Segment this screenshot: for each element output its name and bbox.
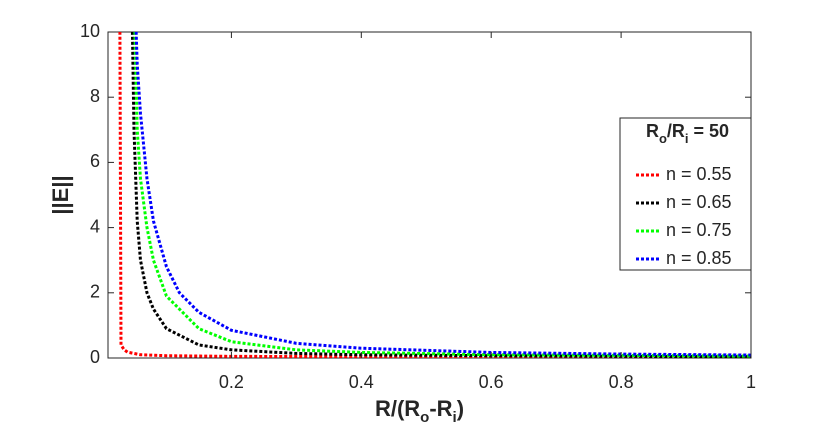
x-tick-label: 0.6 xyxy=(479,372,504,392)
y-tick-label: 10 xyxy=(80,21,100,41)
legend-label: n = 0.55 xyxy=(666,164,732,184)
y-tick-label: 0 xyxy=(90,347,100,367)
x-tick-label: 0.4 xyxy=(349,372,374,392)
x-axis-label-part: ) xyxy=(457,396,464,421)
legend-title-part: o xyxy=(659,131,667,146)
legend-box xyxy=(619,117,752,271)
legend-title-part: i xyxy=(685,131,689,146)
x-axis-label-part: o xyxy=(420,409,429,426)
series-line xyxy=(133,32,751,358)
legend-title-part: R xyxy=(646,121,659,141)
y-tick-label: 2 xyxy=(90,282,100,302)
x-tick-label: 1 xyxy=(746,372,756,392)
y-tick-label: 4 xyxy=(90,216,100,236)
series-line xyxy=(134,32,751,357)
x-tick-label: 0.8 xyxy=(609,372,634,392)
x-axis-label-part: R/(R xyxy=(375,396,420,421)
legend-label: n = 0.85 xyxy=(666,248,732,268)
legend-label: n = 0.65 xyxy=(666,192,732,212)
x-axis-label: R/(Ro-Ri) xyxy=(375,396,464,427)
legend-title-part: /R xyxy=(667,121,685,141)
y-tick-label: 8 xyxy=(90,86,100,106)
x-tick-label: 0.2 xyxy=(219,372,244,392)
y-axis-label: ||E|| xyxy=(48,175,73,214)
x-axis-label-part: i xyxy=(453,409,457,426)
legend-title: Ro/Ri = 50 xyxy=(646,121,729,146)
legend-title-part: = 50 xyxy=(689,121,730,141)
legend-label: n = 0.75 xyxy=(666,220,732,240)
plot-lines xyxy=(118,32,751,358)
x-axis-label-part: -R xyxy=(429,396,452,421)
y-tick-label: 6 xyxy=(90,151,100,171)
